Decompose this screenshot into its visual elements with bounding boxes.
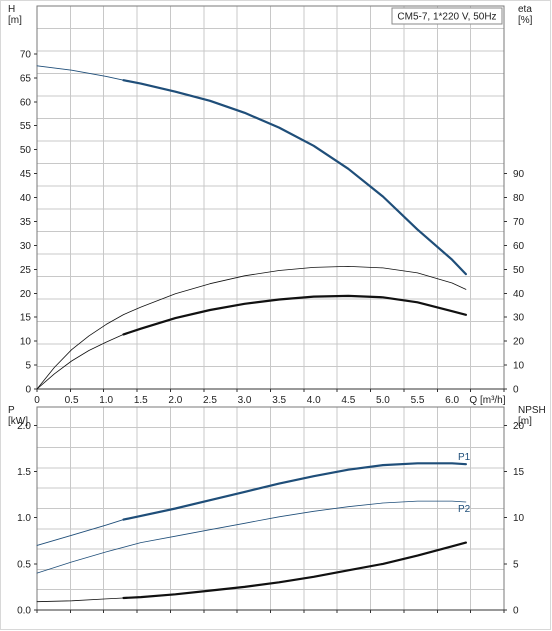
- x-axis-tick-label: 0: [34, 395, 40, 406]
- series-line: [36, 65, 467, 275]
- left-axis-tick-label: 5: [25, 361, 31, 372]
- left-axis-tick-label: 0.0: [17, 606, 31, 617]
- series-line-operating-range: [122, 294, 467, 336]
- right-axis-tick-label: 30: [513, 313, 525, 324]
- x-axis-tick-label: 2.0: [168, 395, 182, 406]
- series-line-operating-range: [122, 541, 467, 600]
- left-axis-tick-label: 15: [20, 313, 32, 324]
- right-axis-tick-label: 15: [513, 467, 525, 478]
- left-axis-tick-label: 10: [20, 337, 32, 348]
- x-axis-tick-label: 0.5: [65, 395, 79, 406]
- chart-title: CM5-7, 1*220 V, 50Hz: [397, 12, 496, 23]
- series-label-p2: P2: [458, 504, 471, 515]
- plot-panel-2: [34, 406, 507, 613]
- x-axis-tick-label: 3.0: [238, 395, 252, 406]
- x-axis-tick-label: 1.0: [99, 395, 113, 406]
- left-axis-tick-label: 30: [20, 241, 32, 252]
- x-axis-tick-label: 4.0: [307, 395, 321, 406]
- left-axis-symbol: H: [8, 4, 15, 15]
- series-line-operating-range: [122, 462, 467, 521]
- left-axis-tick-label: 25: [20, 265, 32, 276]
- chart-title-box: [391, 7, 503, 25]
- right-axis-symbol: NPSH: [518, 405, 546, 416]
- series-line: [36, 542, 467, 603]
- left-axis-tick-label: 60: [20, 97, 32, 108]
- x-axis-label: Q [m³/h]: [469, 395, 505, 406]
- right-axis-unit: [m]: [518, 416, 532, 427]
- left-axis-unit: [kW]: [8, 416, 28, 427]
- x-axis-tick-label: 6.0: [445, 395, 459, 406]
- left-axis-unit: [m]: [8, 15, 22, 26]
- left-axis-tick-label: 2.0: [17, 421, 31, 432]
- left-axis-tick-label: 70: [20, 49, 32, 60]
- x-axis-tick-label: 1.5: [134, 395, 148, 406]
- series-line: [36, 462, 467, 546]
- left-axis-tick-label: 0: [25, 385, 31, 396]
- right-axis-tick-label: 10: [513, 361, 525, 372]
- right-axis-tick-label: 0: [513, 385, 519, 396]
- series-line: [36, 266, 467, 390]
- series-line-operating-range: [122, 79, 467, 276]
- x-axis-tick-label: 2.5: [203, 395, 217, 406]
- right-axis-tick-label: 20: [513, 337, 525, 348]
- right-axis-tick-label: 5: [513, 559, 519, 570]
- right-axis-tick-label: 20: [513, 421, 525, 432]
- right-axis-tick-label: 70: [513, 217, 525, 228]
- left-axis-tick-label: 55: [20, 121, 32, 132]
- right-axis-tick-label: 40: [513, 289, 525, 300]
- right-axis-tick-label: 60: [513, 241, 525, 252]
- series-line: [36, 500, 467, 574]
- right-axis-unit: [%]: [518, 15, 533, 26]
- x-axis-tick-label: 5.5: [411, 395, 425, 406]
- left-axis-tick-label: 35: [20, 217, 32, 228]
- plot-panel-1: [34, 5, 507, 392]
- series-line: [36, 295, 467, 390]
- right-axis-symbol: eta: [518, 4, 532, 15]
- right-axis-tick-label: 0: [513, 606, 519, 617]
- right-axis-tick-label: 90: [513, 169, 525, 180]
- left-axis-tick-label: 40: [20, 193, 32, 204]
- x-axis-tick-label: 4.5: [341, 395, 355, 406]
- left-axis-tick-label: 50: [20, 145, 32, 156]
- x-axis-tick-label: 5.0: [376, 395, 390, 406]
- left-axis-symbol: P: [8, 405, 15, 416]
- x-axis-tick-label: 3.5: [272, 395, 286, 406]
- right-axis-tick-label: 80: [513, 193, 525, 204]
- left-axis-tick-label: 1.0: [17, 513, 31, 524]
- series-label-p1: P1: [458, 452, 471, 463]
- left-axis-tick-label: 20: [20, 289, 32, 300]
- right-axis-tick-label: 50: [513, 265, 525, 276]
- left-axis-tick-label: 45: [20, 169, 32, 180]
- left-axis-tick-label: 1.5: [17, 467, 31, 478]
- left-axis-tick-label: 65: [20, 73, 32, 84]
- left-axis-tick-label: 0.5: [17, 559, 31, 570]
- right-axis-tick-label: 10: [513, 513, 525, 524]
